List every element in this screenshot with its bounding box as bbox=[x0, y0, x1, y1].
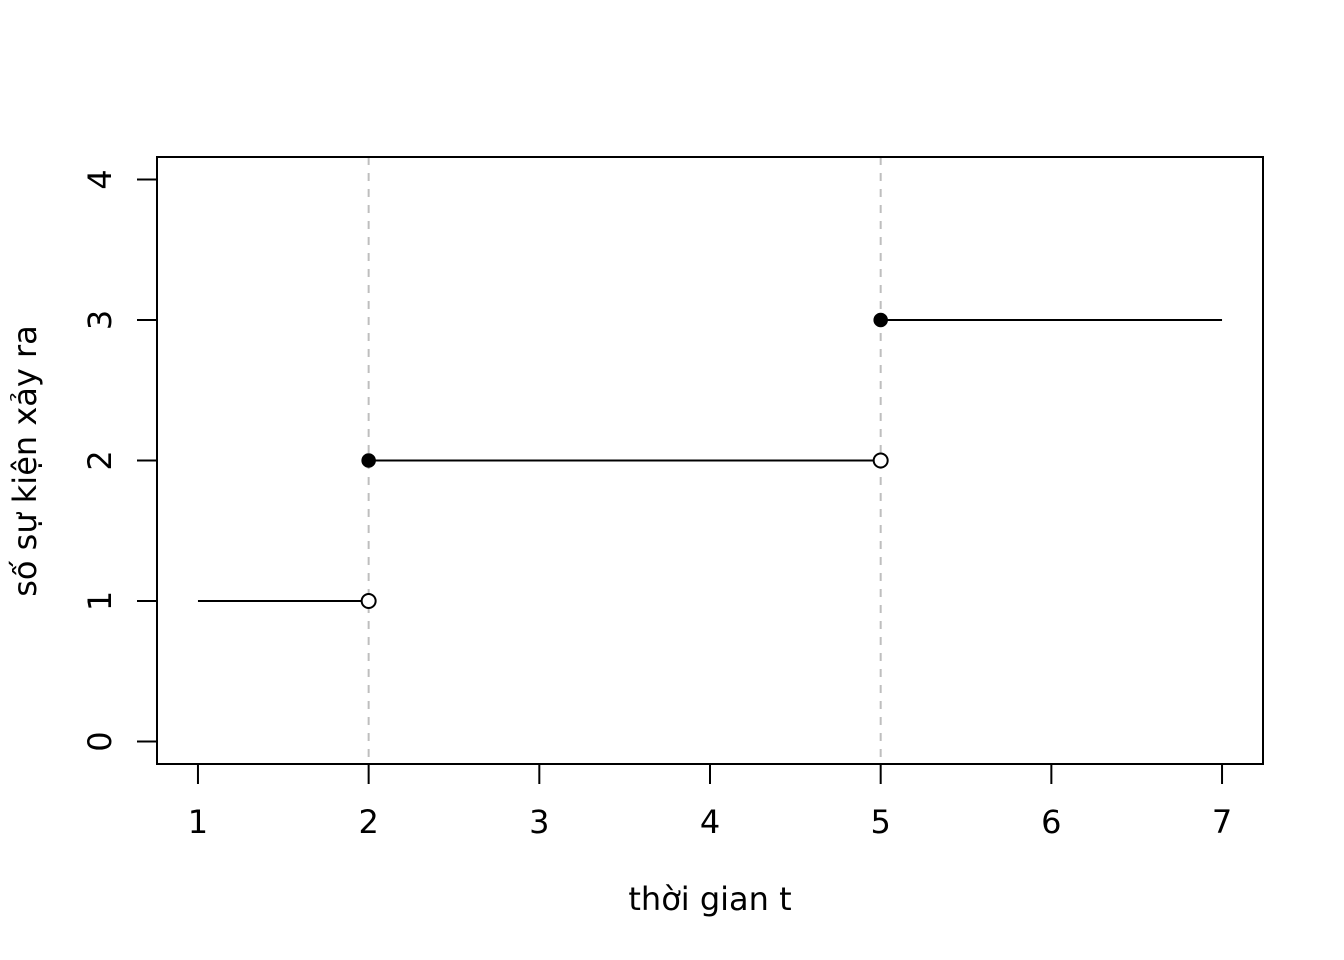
y-tick-label-3: 3 bbox=[81, 310, 119, 330]
y-axis: 0 1 2 3 4 bbox=[81, 169, 158, 752]
y-axis-title: số sự kiện xảy ra bbox=[6, 325, 44, 597]
x-tick-label-3: 3 bbox=[529, 803, 549, 841]
x-tick-label-2: 2 bbox=[358, 803, 378, 841]
closed-point-1 bbox=[361, 453, 376, 468]
y-tick-label-4: 4 bbox=[81, 169, 119, 189]
closed-point-2 bbox=[873, 312, 888, 328]
x-axis-title: thời gian t bbox=[628, 880, 791, 918]
x-tick-label-1: 1 bbox=[188, 803, 208, 841]
x-axis: 1 2 3 4 5 6 7 bbox=[188, 763, 1232, 841]
reference-lines bbox=[367, 157, 882, 764]
y-tick-label-1: 1 bbox=[81, 591, 119, 611]
x-tick-label-7: 7 bbox=[1212, 803, 1232, 841]
x-tick-label-4: 4 bbox=[700, 803, 720, 841]
y-tick-label-0: 0 bbox=[81, 731, 119, 751]
x-tick-label-6: 6 bbox=[1041, 803, 1061, 841]
x-tick-label-5: 5 bbox=[870, 803, 890, 841]
open-point-0 bbox=[360, 593, 377, 610]
step-segments bbox=[197, 312, 1223, 610]
open-point-1 bbox=[872, 452, 889, 469]
y-tick-label-2: 2 bbox=[81, 450, 119, 470]
